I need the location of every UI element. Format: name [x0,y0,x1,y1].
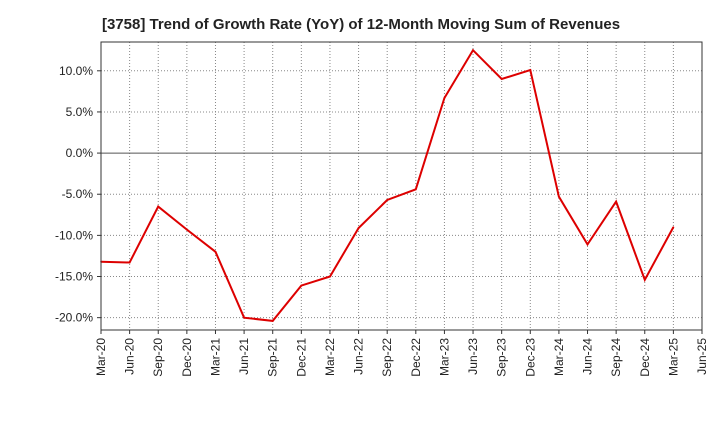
x-tick-label: Jun-20 [123,338,137,375]
x-tick-label: Jun-21 [237,338,251,375]
data-point [243,316,245,319]
x-tick-label: Jun-25 [695,338,709,375]
y-tick-label: 0.0% [66,146,94,160]
x-axis: Mar-20 Jun-20 Sep-20 Dec-20 Mar-21 Jun-21 Sep-… [94,330,709,377]
data-point [214,251,217,253]
x-tick-label: Dec-22 [409,338,423,377]
x-tick-label: Sep-22 [380,338,394,377]
data-point [157,205,160,208]
data-point [300,284,303,287]
x-tick-label: Dec-20 [180,338,194,377]
grid [101,42,702,330]
data-point [271,320,274,322]
y-axis: 10.0% 5.0% 0.0% -5.0% -10.0% -15.0% -20.0% [55,64,101,325]
x-tick-label: Sep-24 [609,338,623,377]
data-point [500,78,503,80]
x-tick-label: Dec-24 [638,338,652,377]
y-tick-label: -10.0% [55,228,93,242]
x-tick-label: Mar-24 [552,338,566,376]
x-tick-label: Mar-23 [437,338,451,376]
data-point [186,228,188,231]
x-tick-label: Sep-20 [151,338,165,377]
x-tick-label: Sep-23 [495,338,509,377]
chart-title: [3758] Trend of Growth Rate (YoY) of 12-… [102,16,620,33]
data-point [529,69,532,71]
y-tick-label: -5.0% [62,187,94,201]
y-tick-label: 5.0% [66,105,94,119]
y-tick-label: -15.0% [55,270,93,284]
data-point [386,199,388,201]
data-point [329,275,331,278]
x-tick-label: Mar-22 [323,338,337,376]
y-tick-label: 10.0% [59,64,93,78]
x-tick-label: Jun-23 [466,338,480,375]
x-tick-label: Dec-21 [294,338,308,377]
x-tick-label: Mar-25 [666,338,680,376]
x-tick-label: Jun-24 [581,338,595,375]
data-point [643,279,646,281]
data-point [586,243,589,246]
data-point [472,49,474,52]
data-point [615,200,617,203]
x-tick-label: Dec-23 [523,338,537,377]
data-point [128,261,131,264]
data-point [672,226,675,228]
x-tick-label: Mar-20 [94,338,108,376]
x-tick-label: Sep-21 [266,338,280,377]
x-tick-label: Mar-21 [208,338,222,376]
data-point [443,97,446,99]
data-point [415,188,417,191]
data-point [558,195,560,198]
data-point [357,227,360,229]
plot-area [100,41,703,331]
x-tick-label: Jun-22 [352,338,366,375]
y-tick-label: -20.0% [55,311,93,325]
